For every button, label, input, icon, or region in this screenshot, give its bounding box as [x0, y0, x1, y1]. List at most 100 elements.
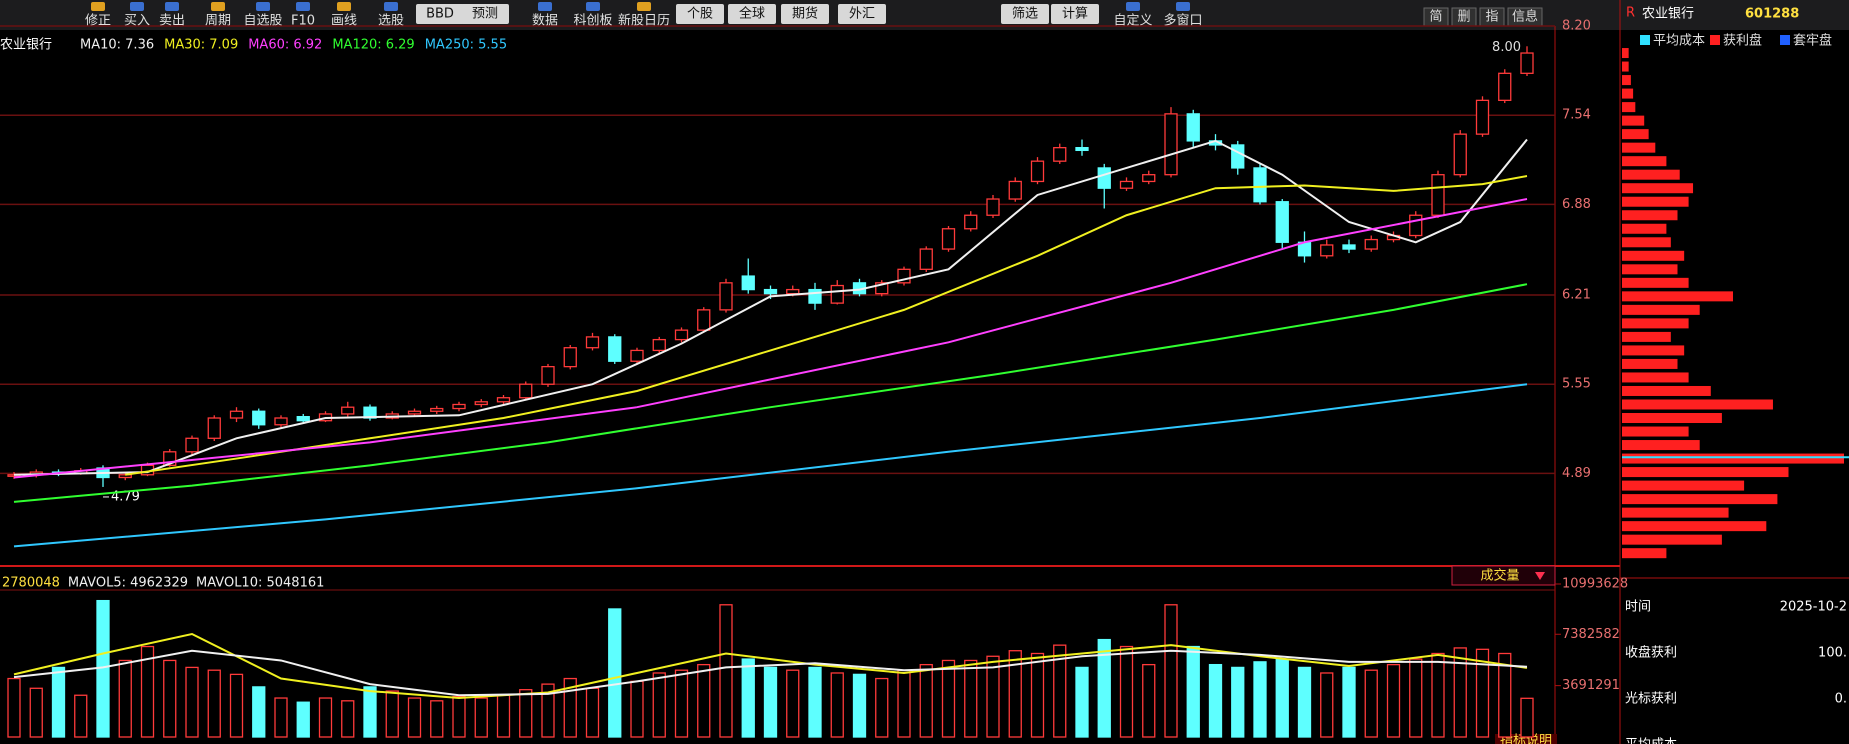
toolbar-icon[interactable] [637, 2, 651, 11]
toolbar-label[interactable]: 外汇 [849, 7, 875, 22]
y-tick-label: 7382582 [1562, 627, 1620, 642]
toolbar-button[interactable] [676, 4, 724, 24]
candle-body [1320, 244, 1334, 257]
toolbar-label[interactable]: BBD [426, 7, 454, 22]
volume-bar [1364, 669, 1378, 738]
ma-line [13, 632, 1528, 700]
candle-body [1342, 244, 1356, 250]
indicator-button[interactable] [1451, 565, 1556, 586]
toolbar-label[interactable]: F10 [291, 14, 315, 29]
toolbar-icon[interactable] [91, 2, 105, 11]
toolbar-icon[interactable] [256, 2, 270, 11]
volume-bar [1342, 666, 1356, 738]
footer-label[interactable]: 指标说明 [1500, 734, 1552, 744]
panel-button-label[interactable]: 信息 [1512, 9, 1538, 25]
candle-body [674, 329, 689, 341]
toolbar-icon[interactable] [165, 2, 179, 11]
toolbar-icon[interactable] [130, 2, 144, 11]
ma-line [125, 175, 1528, 476]
footer-button[interactable] [1495, 734, 1557, 744]
toolbar-button[interactable] [1051, 4, 1099, 24]
toolbar-icon[interactable] [337, 2, 351, 11]
toolbar-icon[interactable] [586, 2, 600, 11]
toolbar-label[interactable]: 计算 [1062, 7, 1088, 22]
chip-bar [1622, 413, 1722, 424]
candle-body [1475, 99, 1490, 135]
toolbar-label[interactable]: 筛选 [1012, 7, 1038, 22]
toolbar-label[interactable]: 预测 [472, 7, 498, 22]
toolbar-icon[interactable] [538, 2, 552, 11]
ma-line [13, 138, 1528, 476]
candle-body [474, 401, 488, 406]
volume-bar [407, 697, 422, 738]
toolbar-label[interactable]: 自选股 [243, 14, 282, 29]
chip-bar [1622, 237, 1671, 248]
toolbar-button[interactable] [781, 4, 829, 24]
stock-marker: R [1626, 6, 1635, 21]
toolbar-button[interactable] [728, 4, 776, 24]
candle-body [496, 397, 511, 403]
stock-name: 农业银行 [1642, 7, 1694, 22]
chip-bar [1622, 156, 1667, 167]
toolbar-label[interactable]: 自定义 [1113, 14, 1152, 29]
chip-bar [1622, 304, 1700, 315]
toolbar-label[interactable]: 科创板 [573, 14, 612, 29]
volume-bar [719, 604, 733, 738]
y-tick-label: 5.55 [1562, 377, 1591, 392]
candle-body [207, 417, 221, 439]
candle-body [1186, 113, 1200, 142]
ma-line [13, 198, 1528, 479]
volume-bar [1164, 604, 1178, 738]
toolbar-label[interactable]: 卖出 [159, 14, 185, 29]
volume-bar [7, 677, 21, 738]
volume-bar [185, 666, 199, 738]
chip-bar [1622, 372, 1689, 383]
toolbar-label[interactable]: 周期 [205, 14, 231, 29]
chip-bar [1622, 183, 1694, 194]
chip-bar [1622, 142, 1656, 153]
chip-bar [1622, 250, 1685, 261]
panel-button-label[interactable]: 指 [1485, 10, 1498, 25]
y-tick-label: 6.21 [1562, 288, 1591, 303]
toolbar-label[interactable]: 新股日历 [618, 13, 670, 29]
toolbar-label[interactable]: 多窗口 [1163, 13, 1202, 29]
toolbar-icon[interactable] [211, 2, 225, 11]
toolbar-icon[interactable] [1176, 2, 1190, 11]
toolbar-label[interactable]: 数据 [532, 14, 558, 29]
candle-body [1364, 238, 1378, 250]
candle-body [430, 407, 444, 412]
toolbar-icon[interactable] [1126, 2, 1140, 11]
stock-code: 601288 [1745, 7, 1799, 22]
toolbar-label[interactable]: 选股 [378, 14, 404, 29]
panel-button-label[interactable]: 简 [1429, 9, 1442, 25]
toolbar-label[interactable]: 全球 [739, 6, 765, 22]
candle-body [697, 309, 711, 331]
toolbar-button[interactable] [461, 4, 509, 24]
volume-bar [808, 666, 822, 738]
toolbar-button[interactable] [1001, 4, 1049, 24]
toolbar-label[interactable]: 画线 [331, 14, 357, 29]
volume-bar [1320, 672, 1334, 738]
candle-body [1030, 160, 1045, 183]
volume-bar [541, 683, 555, 738]
toolbar-label[interactable]: 期货 [792, 6, 818, 22]
y-tick-label: 7.54 [1562, 108, 1591, 123]
candle-body [941, 228, 956, 250]
toolbar-label[interactable]: 修正 [85, 14, 111, 29]
toolbar-icon[interactable] [384, 2, 398, 11]
toolbar-button[interactable] [416, 4, 464, 24]
toolbar-label[interactable]: 个股 [687, 7, 713, 22]
candle-body [919, 248, 933, 270]
volume-bar [1119, 645, 1134, 738]
toolbar-button[interactable] [838, 4, 886, 24]
chip-bar [1622, 358, 1678, 369]
chip-bar [1622, 426, 1689, 437]
indicator-button-label[interactable]: 成交量 [1480, 568, 1519, 584]
panel-button-label[interactable]: 删 [1457, 10, 1470, 25]
candle-body [296, 416, 310, 422]
chip-bar [1622, 75, 1631, 86]
toolbar-label[interactable]: 买入 [124, 14, 150, 29]
toolbar-icon[interactable] [296, 2, 310, 11]
y-tick-label: 8.20 [1562, 19, 1591, 34]
volume-bar [741, 658, 755, 738]
